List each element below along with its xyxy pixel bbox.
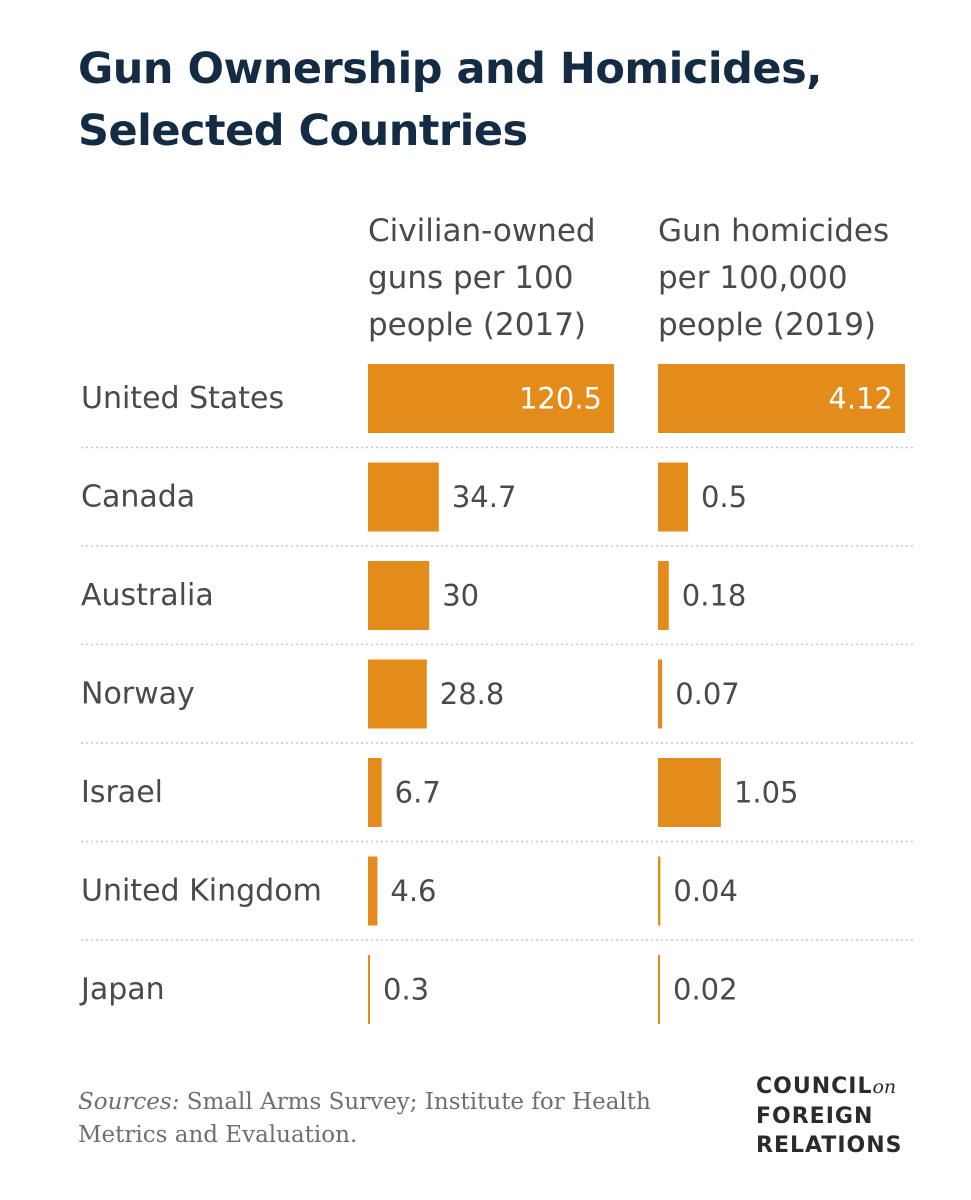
bar-guns-japan — [368, 955, 370, 1024]
logo-foreign: FOREIGN — [756, 1104, 874, 1129]
bar-homicides-israel — [658, 758, 721, 827]
logo-relations: RELATIONS — [756, 1133, 903, 1158]
value-label-homicides-norway: 0.07 — [675, 677, 740, 711]
column-header-homicides: Gun homicides per 100,000 people (2019) — [658, 208, 918, 349]
sources-note: Sources: Small Arms Survey; Institute fo… — [78, 1086, 718, 1152]
value-label-guns-united-kingdom: 4.6 — [390, 874, 436, 908]
bar-homicides-australia — [658, 561, 669, 630]
sources-label: Sources: — [78, 1089, 180, 1115]
row-label-united-states: United States — [81, 381, 284, 416]
value-label-guns-united-states: 120.5 — [519, 382, 602, 416]
bar-guns-canada — [368, 462, 439, 532]
bar-guns-united-states — [368, 364, 614, 433]
value-label-guns-canada: 34.7 — [452, 480, 517, 514]
bar-guns-united-kingdom — [368, 856, 378, 926]
chart-title-line-2: Selected Countries — [78, 106, 528, 156]
bar-chart: United States 120.5 4.12 Canada 34.7 0.5 Austr… — [79, 364, 915, 1024]
value-label-guns-norway: 28.8 — [440, 677, 505, 711]
value-label-homicides-israel: 1.05 — [734, 776, 799, 810]
row-label-united-kingdom: United Kingdom — [81, 874, 322, 909]
logo-on: on — [872, 1076, 897, 1098]
row-label-norway: Norway — [81, 677, 195, 712]
column-header-guns-line-2: guns per 100 — [368, 260, 574, 296]
row-label-japan: Japan — [79, 972, 165, 1007]
value-label-homicides-united-kingdom: 0.04 — [673, 874, 738, 908]
value-label-guns-israel: 6.7 — [395, 776, 441, 810]
bar-homicides-japan — [658, 955, 660, 1024]
cfr-logo: COUNCILon FOREIGN RELATIONS — [756, 1072, 902, 1160]
column-header-homicides-line-1: Gun homicides — [658, 213, 890, 249]
column-header-homicides-line-3: people (2019) — [658, 307, 877, 343]
value-label-guns-japan: 0.3 — [383, 973, 429, 1007]
value-label-homicides-united-states: 4.12 — [828, 382, 893, 416]
bar-homicides-norway — [658, 659, 663, 729]
bar-homicides-united-states — [658, 364, 905, 433]
bar-homicides-canada — [658, 462, 688, 532]
chart-title: Gun Ownership and Homicides, Selected Co… — [78, 38, 938, 162]
row-label-australia: Australia — [81, 578, 214, 613]
column-header-guns: Civilian-owned guns per 100 people (2017… — [368, 208, 628, 349]
sources-text: Small Arms Survey; Institute for Health … — [78, 1089, 651, 1148]
column-header-guns-line-3: people (2017) — [368, 307, 587, 343]
row-label-israel: Israel — [81, 775, 163, 810]
value-label-guns-australia: 30 — [442, 579, 479, 613]
column-header-homicides-line-2: per 100,000 — [658, 260, 848, 296]
value-label-homicides-japan: 0.02 — [673, 973, 738, 1007]
bar-homicides-united-kingdom — [658, 856, 661, 926]
value-label-homicides-canada: 0.5 — [701, 480, 747, 514]
bar-guns-australia — [368, 561, 430, 630]
row-label-canada: Canada — [81, 480, 195, 515]
logo-council: COUNCIL — [756, 1074, 873, 1099]
bar-guns-israel — [368, 758, 382, 827]
chart-title-line-1: Gun Ownership and Homicides, — [78, 44, 823, 94]
value-label-homicides-australia: 0.18 — [682, 579, 747, 613]
column-header-guns-line-1: Civilian-owned — [368, 213, 596, 249]
bar-guns-norway — [368, 659, 427, 729]
